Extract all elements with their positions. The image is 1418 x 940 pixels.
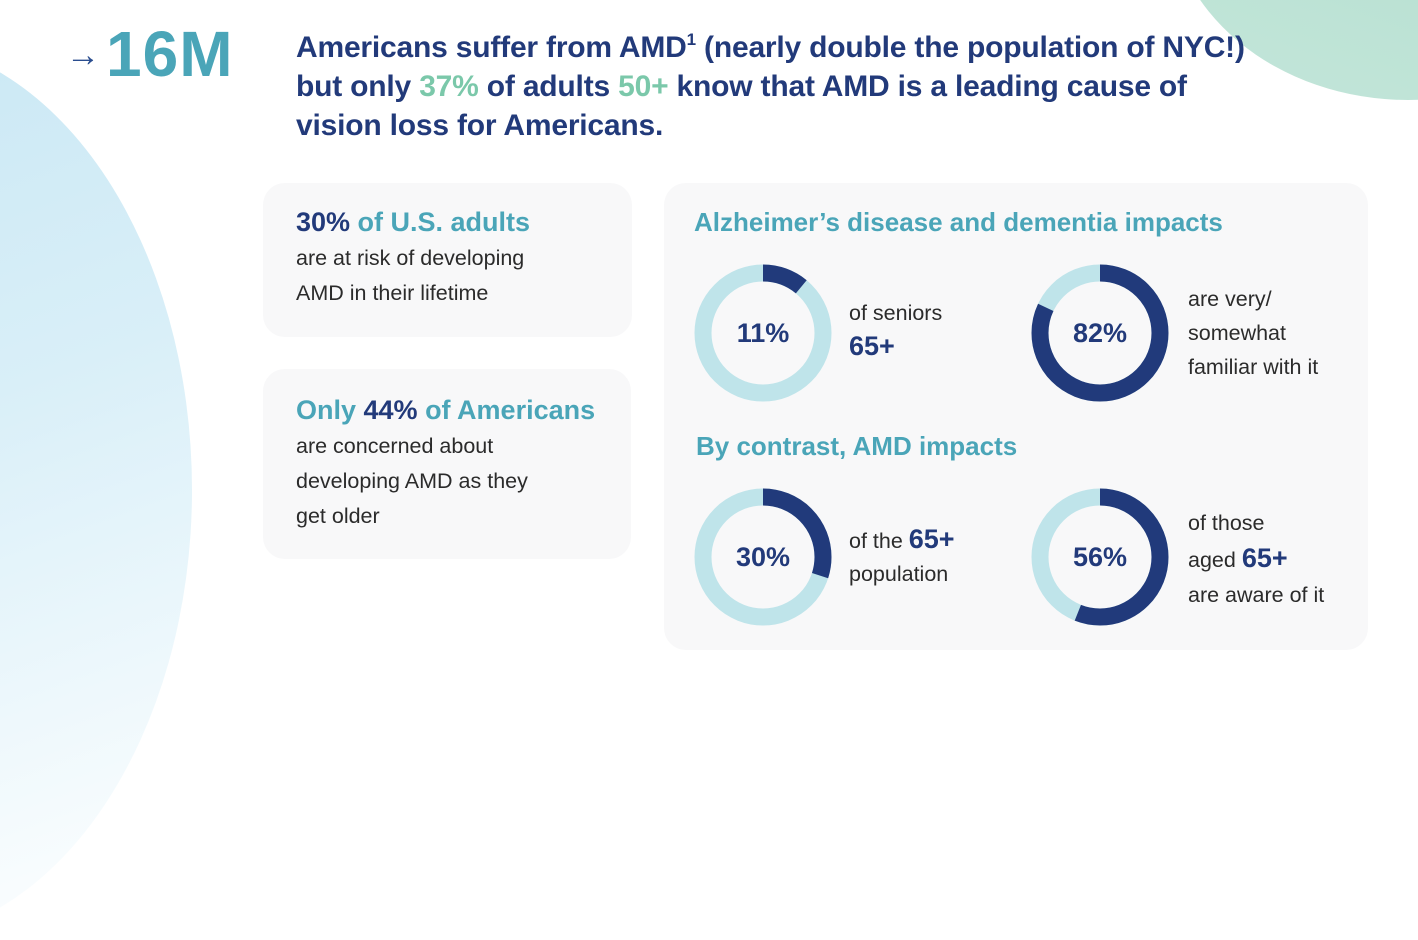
donut-label: 11% (736, 317, 790, 348)
alz-familiar-desc: are very/ somewhat familiar with it (1188, 282, 1318, 384)
donut-fill-arc (1031, 264, 1169, 402)
concern-card-body: are concerned about developing AMD as th… (296, 429, 528, 534)
donut-svg (694, 488, 832, 626)
donut-alz-seniors: 11% (694, 264, 832, 402)
headline-highlight-age: 50+ (618, 70, 669, 103)
amd-population-desc: of the 65+ population (849, 523, 955, 591)
risk-card-body: are at risk of developing AMD in their l… (296, 241, 524, 311)
donut-amd-aware: 56% (1031, 488, 1169, 626)
headline-highlight-pct: 37% (419, 70, 479, 103)
risk-card: 30% of U.S. adults are at risk of develo… (263, 183, 632, 337)
donut-label: 56% (1072, 541, 1128, 572)
risk-line: AMD in their lifetime (296, 281, 489, 305)
desc-pre: aged (1188, 548, 1242, 572)
donut-label: 30% (735, 541, 791, 572)
alzheimers-section-title: Alzheimer’s disease and dementia impacts (694, 207, 1223, 237)
desc-bold: 65+ (908, 524, 955, 554)
headline-text: Americans suffer from AMD1 (nearly doubl… (296, 28, 1256, 145)
headline-stat: → 16M (66, 22, 234, 86)
concern-card: Only 44% of Americans are concerned abou… (263, 369, 631, 559)
concern-value: 44% (363, 395, 418, 425)
donut-fill-arc (694, 488, 832, 626)
concern-card-title: Only 44% of Americans (296, 395, 595, 426)
concern-line: get older (296, 504, 380, 528)
headline-part: of adults (478, 70, 619, 103)
impacts-card: Alzheimer’s disease and dementia impacts… (664, 183, 1368, 650)
headline-stat-value: 16M (106, 18, 234, 90)
desc-bold: 65+ (1241, 543, 1288, 573)
amd-section-title: By contrast, AMD impacts (696, 431, 1018, 461)
concern-title-pre: Only (296, 395, 364, 425)
donut-alz-familiar: 82% (1031, 264, 1169, 402)
donut-fill-arc (1031, 488, 1169, 626)
donut-svg (1031, 264, 1169, 402)
desc-line: are very/ (1188, 287, 1272, 311)
background-blue-circle (0, 40, 192, 940)
desc-line: are aware of it (1188, 583, 1325, 607)
footnote-marker: 1 (686, 30, 696, 49)
arrow-right-icon: → (66, 36, 100, 74)
donut-svg (1031, 488, 1169, 626)
desc-line: familiar with it (1188, 355, 1319, 379)
concern-title-rest: of Americans (417, 395, 596, 425)
desc-pre: of the (849, 529, 909, 553)
desc-line: of those (1188, 511, 1265, 535)
donut-amd-population: 30% (694, 488, 832, 626)
amd-aware-desc: of those aged 65+ are aware of it (1188, 506, 1324, 613)
desc-bold: 65+ (849, 331, 895, 361)
desc-line: somewhat (1188, 321, 1286, 345)
desc-line: of seniors (849, 301, 943, 325)
concern-line: developing AMD as they (296, 469, 528, 493)
headline-part: (nearly double the population of NYC!) b… (296, 31, 1245, 103)
risk-card-title: 30% of U.S. adults (296, 207, 530, 238)
risk-title-rest: of U.S. adults (350, 207, 531, 237)
headline-part: know that AMD is a leading cause of visi… (296, 70, 1187, 142)
desc-line: population (849, 562, 949, 586)
headline-part: Americans suffer from AMD (296, 31, 687, 64)
alz-seniors-desc: of seniors 65+ (849, 297, 942, 365)
donut-fill-arc (694, 264, 832, 402)
donut-label: 82% (1072, 317, 1128, 348)
risk-value: 30% (296, 207, 351, 237)
risk-line: are at risk of developing (296, 246, 525, 270)
donut-svg (694, 264, 832, 402)
concern-line: are concerned about (296, 434, 494, 458)
